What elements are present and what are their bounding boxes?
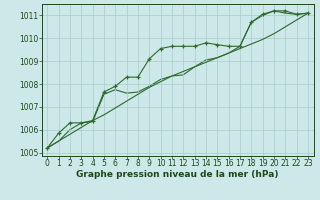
X-axis label: Graphe pression niveau de la mer (hPa): Graphe pression niveau de la mer (hPa) xyxy=(76,170,279,179)
